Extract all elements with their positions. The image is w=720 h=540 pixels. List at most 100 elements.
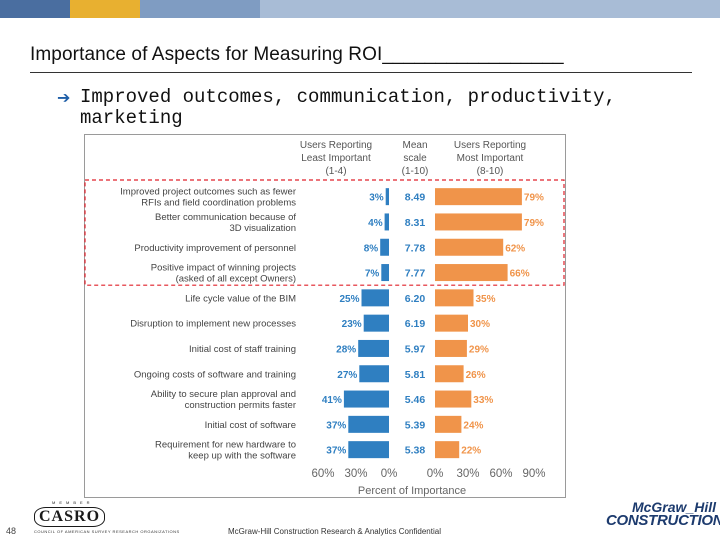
bar-most-1 — [435, 213, 522, 231]
label-most-3: 66% — [510, 269, 530, 280]
row-label-1-1: 3D visualization — [229, 223, 296, 234]
top-band-gold — [70, 0, 140, 18]
row-label-9-0: Initial cost of software — [205, 420, 296, 431]
mean-value-2: 7.78 — [405, 242, 426, 254]
header-middle-line-0: Mean — [402, 140, 427, 151]
label-most-0: 79% — [524, 193, 544, 204]
row-label-0-1: RFIs and field coordination problems — [141, 198, 296, 209]
bar-most-6 — [435, 339, 467, 357]
bullet-text: Improved outcomes, communication, produc… — [80, 86, 616, 129]
mean-value-7: 5.81 — [405, 369, 426, 381]
bar-most-10 — [435, 441, 460, 459]
mean-value-1: 8.31 — [405, 217, 426, 229]
mcgraw-hill-logo-line2: CONSTRUCTION — [606, 512, 720, 529]
bar-most-0 — [435, 188, 522, 206]
label-most-8: 33% — [473, 395, 493, 406]
arrow-bullet-icon: ➔ — [57, 88, 71, 107]
label-most-2: 62% — [505, 243, 525, 254]
header-left-line-1: Least Important — [301, 153, 371, 164]
row-label-1-0: Better communication because of — [155, 212, 296, 223]
bar-least-6 — [358, 339, 389, 357]
mean-value-6: 5.97 — [405, 343, 426, 355]
top-band-blue — [0, 0, 70, 18]
row-label-4-0: Life cycle value of the BIM — [185, 293, 296, 304]
left-tick-0: 60% — [311, 468, 334, 480]
row-label-6-0: Initial cost of staff training — [189, 344, 296, 355]
row-label-3-0: Positive impact of winning projects — [151, 263, 296, 274]
label-most-9: 24% — [463, 420, 483, 431]
mean-value-4: 6.20 — [405, 293, 426, 305]
header-right-line-0: Users Reporting — [454, 140, 526, 151]
casro-member-text: MEMBER — [52, 500, 94, 505]
row-label-10-1: keep up with the software — [188, 451, 296, 462]
label-most-10: 22% — [461, 446, 481, 457]
right-tick-0: 0% — [427, 468, 444, 480]
label-least-3: 7% — [365, 269, 380, 280]
label-least-4: 25% — [339, 294, 359, 305]
bar-most-8 — [435, 390, 472, 408]
header-left-line-0: Users Reporting — [300, 140, 372, 151]
label-most-4: 35% — [476, 294, 496, 305]
label-least-0: 3% — [369, 193, 384, 204]
casro-tagline: COUNCIL OF AMERICAN SURVEY RESEARCH ORGA… — [34, 529, 180, 534]
bar-least-3 — [381, 264, 389, 282]
label-least-1: 4% — [368, 218, 383, 229]
bar-most-3 — [435, 264, 508, 282]
casro-logo: MEMBER CASRO COUNCIL OF AMERICAN SURVEY … — [34, 500, 179, 536]
label-least-6: 28% — [336, 344, 356, 355]
row-label-10-0: Requirement for new hardware to — [155, 440, 296, 451]
highlight-box — [84, 179, 565, 286]
slide-title: Importance of Aspects for Measuring ROI_… — [30, 44, 564, 65]
row-label-5-0: Disruption to implement new processes — [130, 319, 296, 330]
casro-wordmark: CASRO — [34, 507, 106, 527]
header-middle-line-2: (1-10) — [402, 166, 429, 177]
row-label-0-0: Improved project outcomes such as fewer — [120, 187, 296, 198]
page-number: 48 — [6, 526, 17, 536]
row-label-3-1: (asked of all except Owners) — [176, 274, 296, 285]
label-most-5: 30% — [470, 319, 490, 330]
bar-least-2 — [380, 238, 389, 256]
header-middle-line-1: scale — [403, 153, 427, 164]
row-label-7-0: Ongoing costs of software and training — [134, 369, 296, 380]
bar-least-0 — [385, 188, 389, 206]
bar-least-10 — [348, 441, 389, 459]
mean-value-8: 5.46 — [405, 394, 426, 406]
mean-value-0: 8.49 — [405, 192, 426, 204]
x-axis-label: Percent of Importance — [358, 485, 466, 497]
label-least-9: 37% — [326, 420, 346, 431]
label-most-1: 79% — [524, 218, 544, 229]
bar-least-9 — [348, 415, 389, 433]
header-right-line-2: (8-10) — [477, 166, 504, 177]
bar-least-8 — [343, 390, 389, 408]
mcgraw-hill-logo: McGraw_Hill CONSTRUCTION — [606, 500, 720, 529]
row-label-2-0: Productivity improvement of personnel — [134, 243, 296, 254]
bar-most-4 — [435, 289, 474, 307]
label-least-10: 37% — [326, 446, 346, 457]
left-tick-2: 0% — [381, 468, 398, 480]
label-least-2: 8% — [364, 243, 379, 254]
mean-value-5: 6.19 — [405, 318, 426, 330]
bar-most-7 — [435, 365, 464, 383]
bar-most-5 — [435, 314, 468, 332]
top-band-light — [260, 0, 720, 18]
mean-value-9: 5.39 — [405, 419, 426, 431]
bar-least-4 — [361, 289, 389, 307]
label-least-7: 27% — [337, 370, 357, 381]
bar-least-7 — [359, 365, 389, 383]
bar-most-9 — [435, 415, 462, 433]
label-most-6: 29% — [469, 344, 489, 355]
footer-confidential: McGraw-Hill Construction Research & Anal… — [228, 527, 441, 536]
bar-least-1 — [384, 213, 389, 231]
diverging-bar-chart: Users Reporting Least Important (1-4) Mean s… — [84, 134, 566, 498]
label-least-5: 23% — [342, 319, 362, 330]
title-underline — [30, 72, 692, 73]
header-right-line-1: Most Important — [457, 153, 524, 164]
header-left-line-2: (1-4) — [325, 166, 346, 177]
mean-value-10: 5.38 — [405, 445, 426, 457]
label-least-8: 41% — [322, 395, 342, 406]
label-most-7: 26% — [466, 370, 486, 381]
left-tick-1: 30% — [344, 468, 367, 480]
row-label-8-1: construction permits faster — [185, 400, 296, 411]
mean-value-3: 7.77 — [405, 268, 426, 280]
